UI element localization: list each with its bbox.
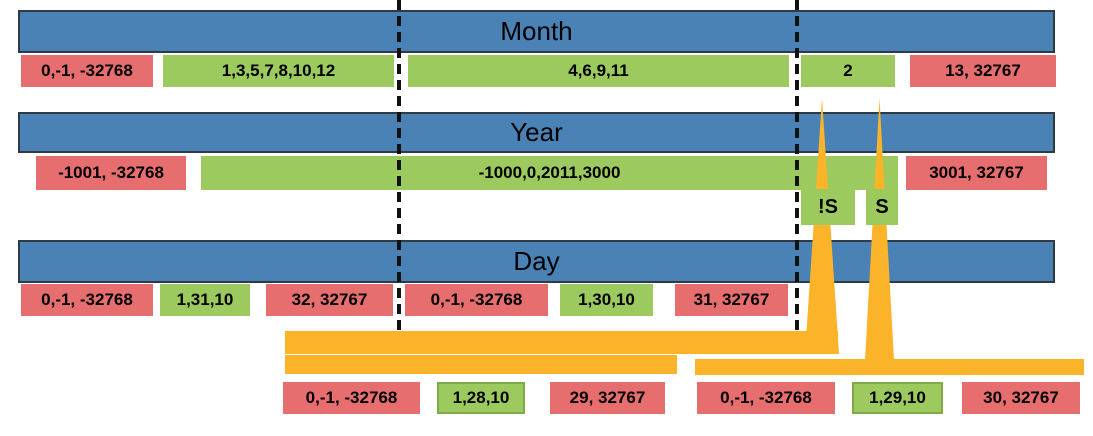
boundary-dash-right [795, 0, 799, 331]
month-partition-february: 2 [801, 55, 895, 87]
month-partition-invalid-low: 0,-1, -32768 [21, 55, 153, 87]
month-partition-months-30: 4,6,9,11 [408, 55, 789, 87]
day-partition-invalid-high-31: 32, 32767 [266, 284, 393, 316]
feb-nonleap-partition-valid: 1,28,10 [437, 382, 525, 414]
boundary-dash-left [397, 0, 401, 331]
leap-flag-not-s: !S [801, 189, 855, 225]
year-partition-valid: -1000,0,2011,3000 [201, 156, 898, 190]
day-partition-invalid-low-31: 0,-1, -32768 [21, 284, 153, 316]
day-partition-valid-30: 1,30,10 [560, 284, 653, 316]
feb-nonleap-partition-invalid-high: 29, 32767 [550, 382, 665, 414]
feb-leap-partition-invalid-low: 0,-1, -32768 [697, 382, 835, 414]
feb-leap-partition-valid: 1,29,10 [852, 382, 943, 414]
month-axis-bar: Month [18, 10, 1055, 53]
day-partition-invalid-low-30: 0,-1, -32768 [405, 284, 548, 316]
leap-flag-s: S [866, 189, 898, 225]
flow-bar-nonleap-2 [285, 355, 677, 374]
feb-leap-partition-invalid-high: 30, 32767 [962, 382, 1080, 414]
day-partition-valid-31: 1,31,10 [160, 284, 250, 316]
day-title: Day [513, 246, 560, 276]
flow-bar-nonleap [285, 331, 838, 354]
flow-bar-leap [695, 359, 1084, 375]
day-partition-invalid-high-30: 31, 32767 [675, 284, 788, 316]
feb-nonleap-partition-invalid-low: 0,-1, -32768 [283, 382, 420, 414]
month-partition-invalid-high: 13, 32767 [910, 55, 1056, 87]
year-partition-invalid-low: -1001, -32768 [36, 156, 186, 190]
month-title: Month [500, 16, 573, 46]
day-axis-bar: Day [18, 240, 1055, 283]
year-partition-invalid-high: 3001, 32767 [906, 156, 1047, 190]
year-title: Year [510, 117, 563, 147]
year-axis-bar: Year [18, 112, 1055, 153]
month-partition-months-31: 1,3,5,7,8,10,12 [163, 55, 394, 87]
